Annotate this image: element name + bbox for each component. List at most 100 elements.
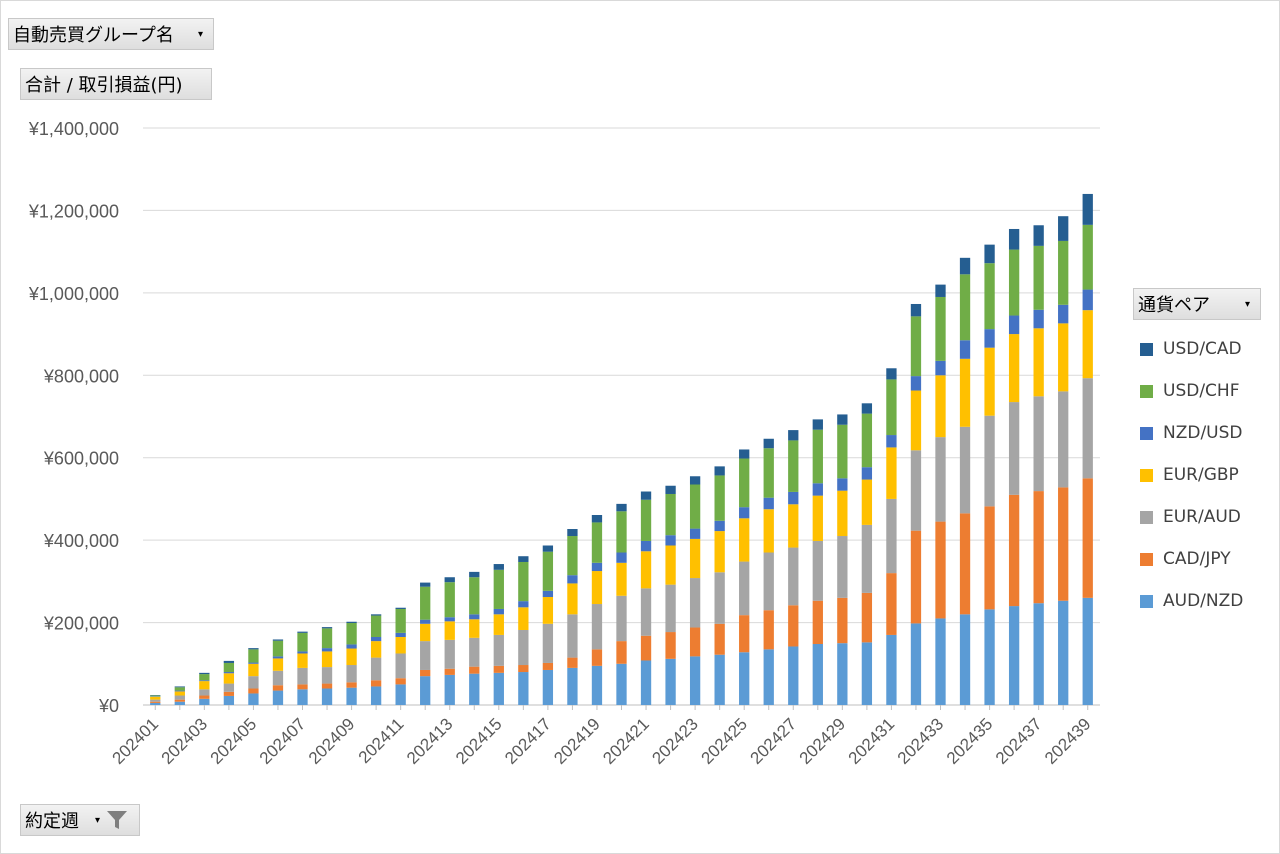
- dropdown-arrow-icon: ▾: [1244, 298, 1250, 310]
- bar-segment: [346, 644, 357, 649]
- bar-segment: [223, 695, 235, 705]
- x-tick-label: 202401: [109, 714, 163, 768]
- bar-segment: [395, 678, 406, 685]
- bar-segment: [812, 644, 823, 705]
- bar-segment: [984, 415, 995, 507]
- bar-segment: [935, 296, 946, 361]
- bar-segment: [567, 575, 578, 584]
- bar-segment: [150, 696, 161, 700]
- bar-segment: [248, 676, 259, 689]
- x-tick-label: 202407: [256, 714, 310, 768]
- filter-funnel-icon: [107, 811, 128, 829]
- measure-field-button[interactable]: 合計 / 取引損益(円): [20, 68, 212, 100]
- bar-segment: [959, 274, 971, 341]
- bar-segment: [542, 551, 554, 591]
- bar-segment: [150, 701, 161, 703]
- bar-segment: [591, 515, 603, 523]
- legend-label: EUR/AUD: [1163, 507, 1241, 527]
- bar-segment: [739, 507, 750, 519]
- bar-segment: [370, 636, 382, 642]
- bar-segment: [763, 448, 774, 498]
- legend-label: USD/CHF: [1163, 381, 1240, 401]
- bar-segment: [346, 622, 357, 645]
- bar-segment: [223, 683, 235, 692]
- legend-label: EUR/GBP: [1163, 465, 1239, 485]
- bar-segment: [861, 479, 873, 525]
- bar-segment: [788, 491, 799, 505]
- bar-segment: [959, 513, 971, 615]
- bar-segment: [984, 506, 995, 610]
- bar-segment: [272, 640, 284, 657]
- bar-segment: [591, 665, 603, 705]
- y-tick-label: ¥1,400,000: [28, 119, 119, 139]
- x-tick-label: 202429: [796, 714, 850, 768]
- bar-segment: [984, 609, 995, 705]
- bar-segment: [346, 648, 357, 666]
- bar-segment: [1008, 334, 1020, 403]
- bar-segment: [812, 429, 823, 484]
- y-tick-label: ¥1,000,000: [28, 284, 119, 304]
- bar-segment: [518, 556, 529, 562]
- bar-segment: [150, 702, 161, 705]
- group-filter-button[interactable]: 自動売買グループ名 ▾: [8, 18, 214, 50]
- bar-segment: [689, 476, 701, 485]
- bar-segment: [1082, 597, 1093, 705]
- legend-swatch: [1140, 384, 1153, 398]
- week-filter-label: 約定週: [25, 811, 79, 832]
- bar-segment: [616, 595, 627, 642]
- bar-segment: [591, 604, 603, 650]
- bar-segment: [370, 657, 382, 681]
- bar-segment: [935, 284, 946, 297]
- bar-segment: [665, 658, 676, 705]
- bar-segment: [763, 649, 774, 705]
- bar-segment: [616, 663, 627, 705]
- legend-swatch: [1140, 468, 1153, 482]
- bar-segment: [910, 390, 922, 451]
- bar-segment: [640, 660, 652, 705]
- bar-segment: [567, 536, 578, 576]
- bar-segment: [272, 656, 284, 659]
- bar-segment: [469, 614, 480, 620]
- bar-segment: [763, 497, 774, 510]
- x-tick-label: 202433: [894, 714, 948, 768]
- bar-segment: [346, 665, 357, 683]
- currency-pair-filter-button[interactable]: 通貨ペア ▾: [1133, 288, 1261, 320]
- y-tick-label: ¥600,000: [43, 449, 119, 469]
- bar-segment: [1008, 228, 1020, 250]
- bar-segment: [689, 656, 701, 705]
- bar-segment: [1082, 478, 1093, 598]
- bar-segment: [812, 495, 823, 541]
- bar-segment: [984, 329, 995, 348]
- x-tick-label: 202425: [697, 714, 751, 768]
- bar-segment: [297, 684, 308, 690]
- bar-segment: [714, 475, 725, 521]
- bar-segment: [321, 648, 333, 652]
- bar-segment: [689, 627, 701, 657]
- bar-segment: [591, 571, 603, 605]
- bar-segment: [1082, 224, 1093, 290]
- bar-segment: [591, 522, 603, 563]
- legend-swatch: [1140, 552, 1153, 566]
- x-tick-label: 202403: [158, 714, 212, 768]
- bar-segment: [984, 244, 995, 264]
- legend-label: NZD/USD: [1163, 423, 1243, 443]
- bar-segment: [984, 347, 995, 416]
- bar-segment: [763, 610, 774, 650]
- bar-segment: [518, 607, 529, 630]
- bar-segment: [150, 695, 161, 697]
- bar-segment: [910, 303, 922, 317]
- bar-segment: [420, 586, 431, 620]
- x-tick-label: 202423: [648, 714, 702, 768]
- dropdown-arrow-icon: ▾: [197, 28, 203, 40]
- bar-segment: [248, 648, 259, 650]
- legend-item: USD/CAD: [1140, 328, 1243, 370]
- legend-item: EUR/AUD: [1140, 496, 1243, 538]
- bar-segment: [469, 673, 480, 705]
- bar-segment: [370, 680, 382, 687]
- bar-segment: [714, 520, 725, 532]
- bar-segment: [518, 672, 529, 705]
- bar-segment: [518, 561, 529, 602]
- bar-segment: [174, 691, 185, 696]
- bar-segment: [886, 368, 897, 380]
- week-filter-button[interactable]: 約定週 ▾: [20, 804, 140, 836]
